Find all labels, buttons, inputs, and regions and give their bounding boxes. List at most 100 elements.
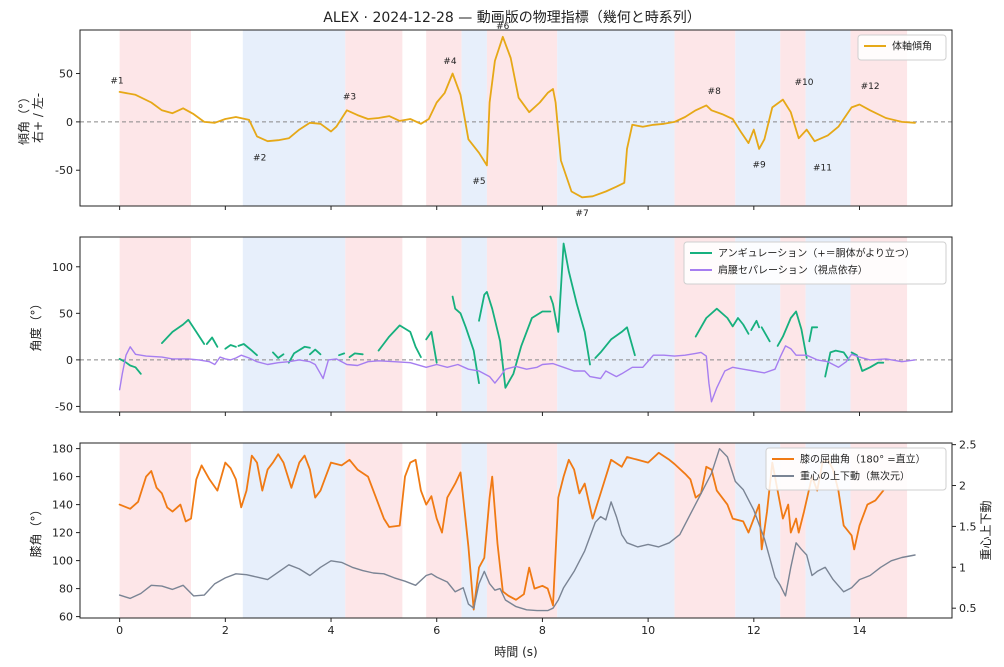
series-group xyxy=(118,242,916,403)
x-tick-label: 2 xyxy=(222,624,229,637)
series-line-angulation-0 xyxy=(118,358,142,375)
x-tick-label: 10 xyxy=(641,624,655,637)
series-line-angulation-0 xyxy=(750,319,760,331)
y-tick-label: 160 xyxy=(52,471,73,484)
series-line-angulation-0 xyxy=(808,326,819,343)
y-tick-label-right: 2 xyxy=(959,480,966,493)
series-line-angulation-0 xyxy=(850,351,885,372)
y-tick-label: 80 xyxy=(59,583,73,596)
event-label: #10 xyxy=(795,78,814,88)
series-line-angulation-0 xyxy=(161,318,206,345)
y-tick-label: 100 xyxy=(52,261,73,274)
series-line-angulation-0 xyxy=(272,351,285,359)
y-tick-label: 100 xyxy=(52,555,73,568)
series-line-angulation-0 xyxy=(549,242,591,366)
y-tick-label: -50 xyxy=(55,400,73,413)
legend: 膝の屈曲角（180° =直立） 重心の上下動（無次元） xyxy=(765,447,947,491)
legend-entry: 体軸傾角 xyxy=(892,40,932,53)
phase-band-blue xyxy=(735,30,781,206)
phase-band-red xyxy=(119,30,191,206)
series-line-angulation-0 xyxy=(425,331,438,364)
y-axis-label-right: 重心上下動 xyxy=(979,500,993,560)
phase-band-red xyxy=(486,443,558,618)
phase-band-blue xyxy=(557,30,675,206)
legend-box xyxy=(683,241,947,285)
series-line-angulation-0 xyxy=(694,307,750,338)
legend-entry: アンギュレーション（+＝胴体がより立つ） xyxy=(718,247,915,260)
event-label: #5 xyxy=(472,177,485,187)
phase-band-red xyxy=(426,237,462,412)
x-axis-label: 時間 (s) xyxy=(494,645,537,659)
legend-entry: 肩腰セパレーション（視点依存） xyxy=(718,264,868,277)
panel-angulation: -50 0 50 100 角度（°） アンギュレーション（+＝胴体がより立つ） 肩腰セパレー… xyxy=(28,236,953,416)
series-line-angulation-0 xyxy=(478,291,552,389)
series-line-angulation-0 xyxy=(377,324,422,358)
x-tick-label: 0 xyxy=(116,624,123,637)
figure-title: ALEX · 2024-12-28 — 動画版の物理指標（幾何と時系列） xyxy=(323,10,700,26)
event-label: #6 xyxy=(496,22,510,32)
phase-bands xyxy=(119,443,908,618)
y-axis-label: 膝角（°） xyxy=(29,503,43,557)
event-label: #2 xyxy=(253,154,266,164)
event-label: #4 xyxy=(443,57,457,67)
x-tick-label: 8 xyxy=(539,624,546,637)
phase-band-blue xyxy=(242,237,346,412)
legend: 体軸傾角 xyxy=(857,34,947,61)
y-axis-label: 角度（°） xyxy=(28,297,43,351)
y-tick-label: 180 xyxy=(52,443,73,456)
legend: アンギュレーション（+＝胴体がより立つ） 肩腰セパレーション（視点依存） xyxy=(683,241,947,285)
phase-band-red xyxy=(345,443,403,618)
series-group xyxy=(118,35,916,199)
phase-band-blue xyxy=(557,443,675,618)
x-tick-label: 6 xyxy=(433,624,440,637)
y-tick-label: 60 xyxy=(59,611,73,624)
series-line-angulation-0 xyxy=(237,343,258,357)
legend-box xyxy=(765,447,947,491)
phase-band-red xyxy=(119,443,191,618)
phase-band-red xyxy=(119,237,191,412)
series-line-angulation-0 xyxy=(287,345,311,364)
series-line-angulation-0 xyxy=(348,352,364,358)
phase-band-blue xyxy=(461,237,487,412)
event-label: #12 xyxy=(861,82,880,92)
event-label: #7 xyxy=(575,209,588,219)
phase-band-red xyxy=(426,443,462,618)
y-tick-label-right: 0.5 xyxy=(959,602,977,615)
x-tick-label: 12 xyxy=(747,624,761,637)
x-tick-label: 4 xyxy=(328,624,335,637)
y-tick-label: 140 xyxy=(52,499,73,512)
plot-frame xyxy=(79,236,953,413)
legend-box xyxy=(857,34,947,61)
event-label: #8 xyxy=(708,87,722,97)
y-tick-label: 0 xyxy=(66,354,73,367)
phase-band-blue xyxy=(461,30,487,206)
series-line-angulation-0 xyxy=(205,336,219,348)
phase-bands xyxy=(119,30,908,206)
plot-frame xyxy=(79,442,953,619)
series-line-trunk-0 xyxy=(118,35,916,199)
legend-entry: 膝の屈曲角（180° =直立） xyxy=(800,453,926,466)
series-line-angulation-1 xyxy=(118,345,916,403)
phase-band-blue xyxy=(242,30,346,206)
panel-trunk: #1 #2 #3 #4 #5 #6 #7 #8 #9 #10 #11 #12 -50 0 50 傾角（°） 右+… xyxy=(17,22,953,219)
plot-frame xyxy=(79,29,953,207)
y-tick-label: 120 xyxy=(52,527,73,540)
event-label: #11 xyxy=(813,163,832,173)
series-line-knee-1 xyxy=(118,448,916,612)
y-tick-label: -50 xyxy=(55,164,73,177)
event-label: #1 xyxy=(110,76,123,86)
event-label: #3 xyxy=(343,93,356,103)
phase-band-red xyxy=(486,30,558,206)
panels: #1 #2 #3 #4 #5 #6 #7 #8 #9 #10 #11 #12 -50 0 50 傾角（°） 右+… xyxy=(17,22,993,637)
panel-knee: 0 2 4 6 8 10 12 14 60 80 100 120 140 160 180 0.5 1 1.5 2 2.… xyxy=(29,439,993,637)
y-tick-label: 50 xyxy=(59,307,73,320)
x-tick-label: 14 xyxy=(853,624,867,637)
series-line-angulation-0 xyxy=(338,352,346,357)
phase-band-red xyxy=(426,30,462,206)
y-tick-label-right: 2.5 xyxy=(959,439,977,452)
series-line-angulation-0 xyxy=(451,295,480,384)
y-tick-label-right: 1 xyxy=(959,561,966,574)
y-tick-label-right: 1.5 xyxy=(959,520,977,533)
series-line-angulation-0 xyxy=(594,326,636,359)
